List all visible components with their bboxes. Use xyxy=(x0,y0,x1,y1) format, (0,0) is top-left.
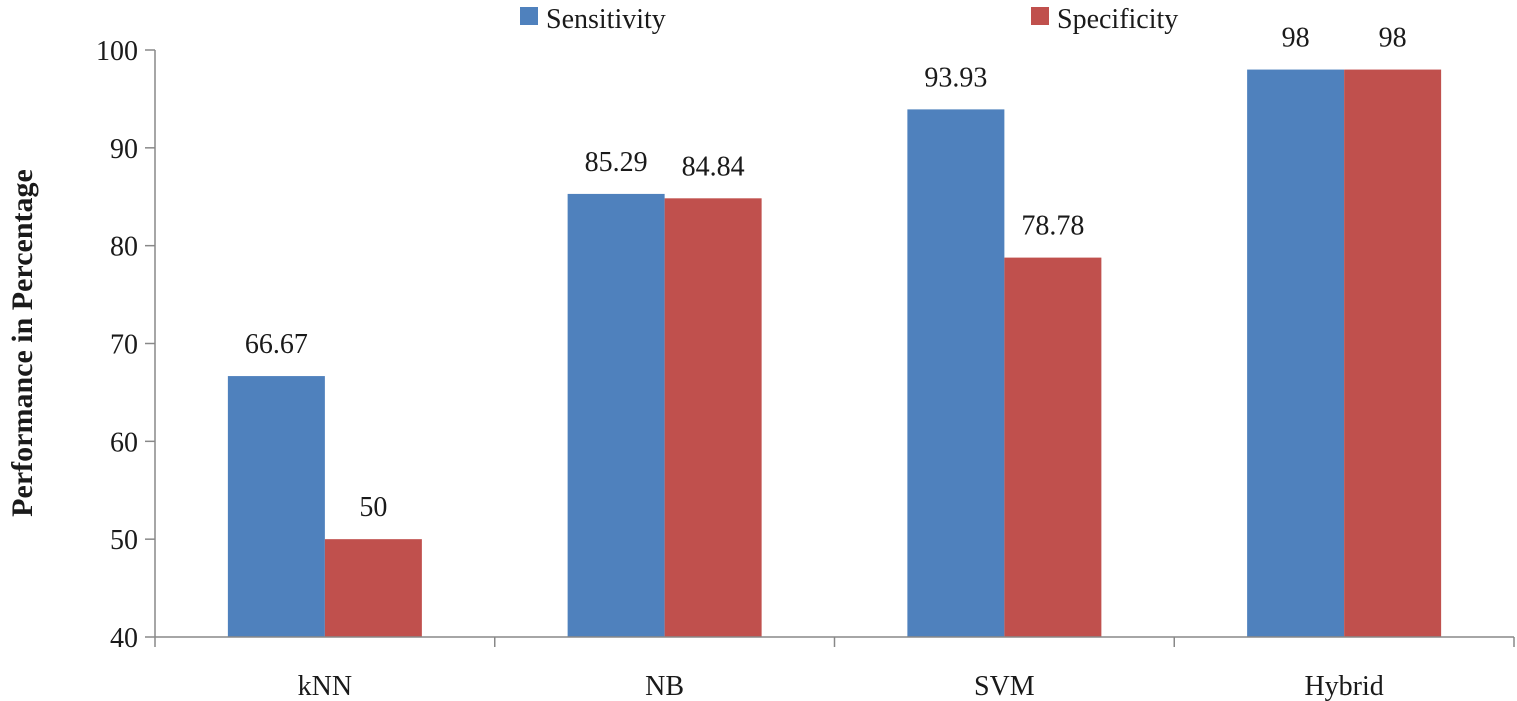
bar-sensitivity-hybrid xyxy=(1247,69,1345,638)
bar-specificity-svm xyxy=(1004,257,1102,637)
y-tick-label: 80 xyxy=(110,232,138,263)
bars xyxy=(227,69,1442,638)
y-tick-label: 90 xyxy=(110,134,138,165)
legend-label-specificity: Specificity xyxy=(1057,4,1178,35)
bar-sensitivity-knn xyxy=(227,376,325,637)
x-category-label: NB xyxy=(645,671,684,701)
data-label-specificity-hybrid: 98 xyxy=(1379,23,1407,54)
bar-specificity-nb xyxy=(664,198,762,637)
data-label-specificity-nb: 84.84 xyxy=(682,151,745,182)
y-tick-label: 100 xyxy=(96,36,138,67)
legend-swatch-sensitivity xyxy=(520,7,538,25)
legend-label-sensitivity: Sensitivity xyxy=(546,4,666,35)
y-tick-label: 50 xyxy=(110,525,138,556)
y-tick-label: 60 xyxy=(110,427,138,458)
data-label-sensitivity-knn: 66.67 xyxy=(245,329,308,360)
data-label-specificity-svm: 78.78 xyxy=(1021,211,1084,242)
legend-swatch-specificity xyxy=(1031,7,1049,25)
x-category-label: Hybrid xyxy=(1304,671,1383,701)
x-axis-categories: kNN NB SVM Hybrid xyxy=(154,637,1515,701)
bar-sensitivity-nb xyxy=(567,193,665,637)
y-tick-label: 70 xyxy=(110,330,138,361)
legend: Sensitivity Specificity xyxy=(520,4,1178,35)
y-tick-label: 40 xyxy=(110,623,138,654)
data-labels: 66.67 50 85.29 84.84 93.93 78.78 98 98 xyxy=(245,23,1407,524)
bar-specificity-knn xyxy=(324,539,422,637)
bar-specificity-hybrid xyxy=(1344,69,1442,638)
x-category-label: SVM xyxy=(974,671,1035,701)
data-label-sensitivity-svm: 93.93 xyxy=(924,62,987,93)
data-label-specificity-knn: 50 xyxy=(359,492,387,523)
bar-sensitivity-svm xyxy=(907,109,1005,638)
data-label-sensitivity-nb: 85.29 xyxy=(585,147,648,178)
x-category-label: kNN xyxy=(298,671,352,701)
y-axis-ticks: 40 50 60 70 80 90 100 xyxy=(96,36,155,654)
y-axis-title: Performance in Percentage xyxy=(6,169,39,517)
data-label-sensitivity-hybrid: 98 xyxy=(1282,23,1310,54)
